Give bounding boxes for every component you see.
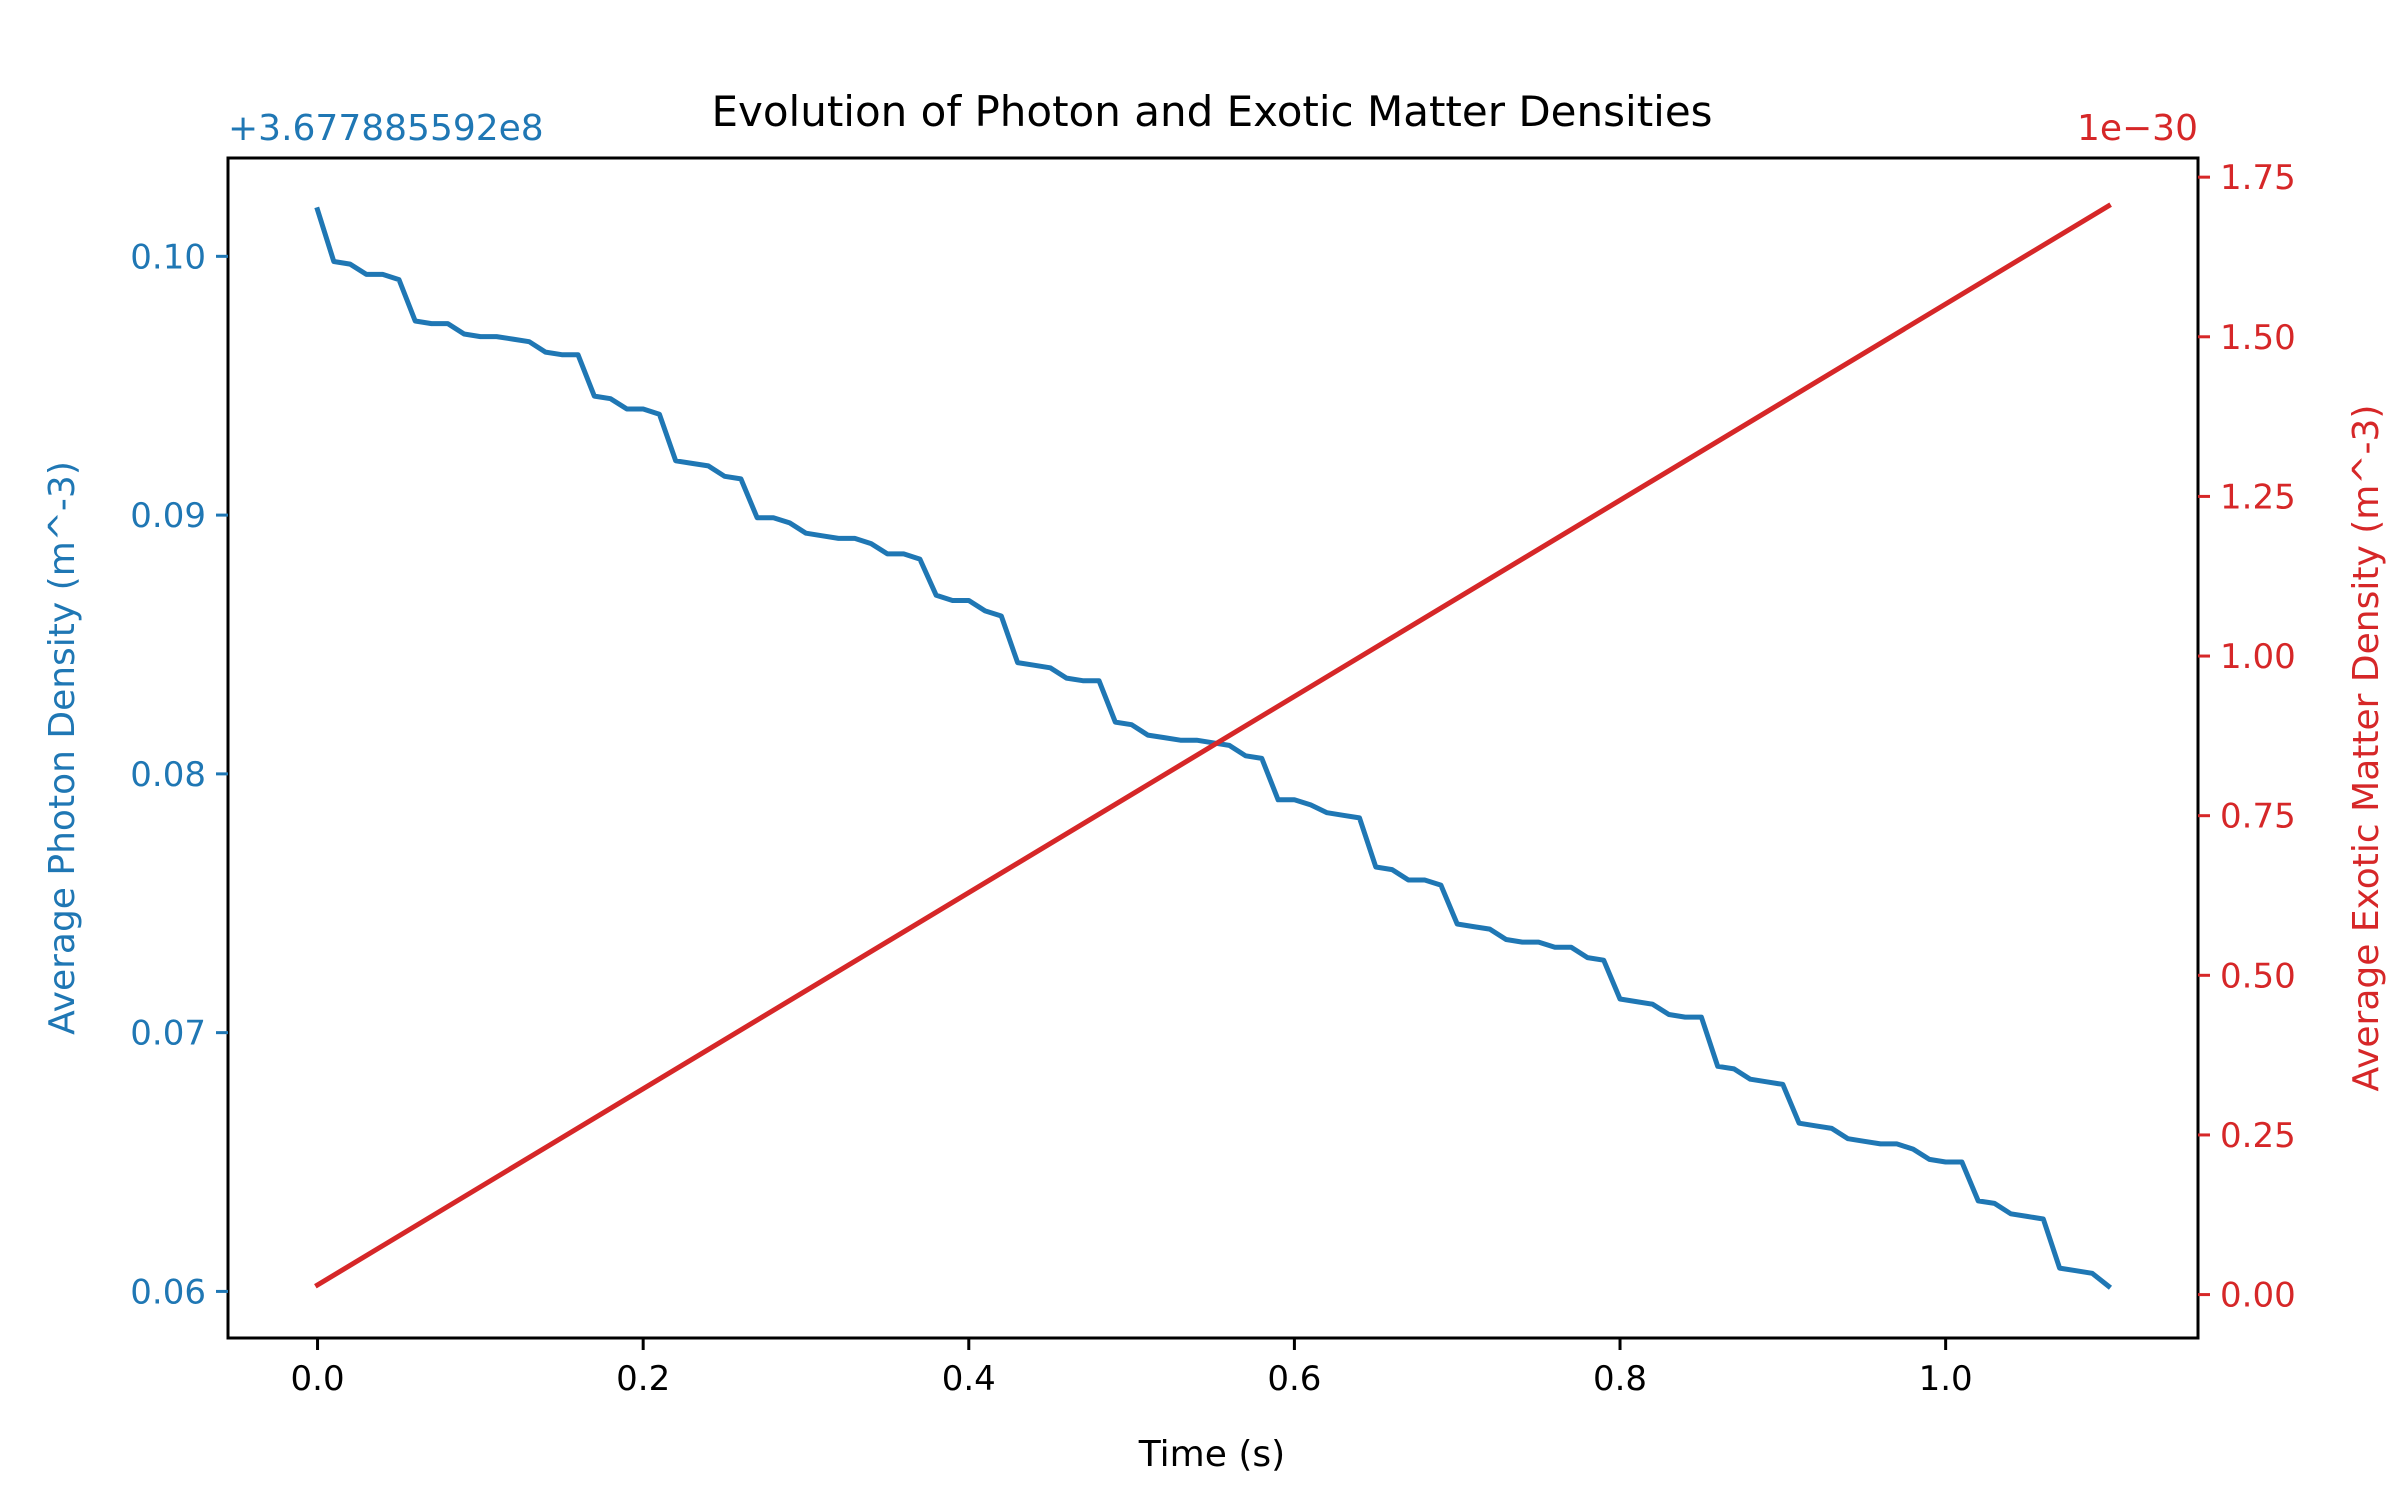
y-left-axis-label: Average Photon Density (m^-3) [42, 461, 83, 1035]
y-right-tick-label: 1.00 [2220, 637, 2296, 677]
y-right-axis-label: Average Exotic Matter Density (m^-3) [2346, 405, 2387, 1092]
x-tick-label: 0.6 [1267, 1359, 1321, 1399]
y-right-tick-label: 1.25 [2220, 477, 2296, 517]
x-tick-label: 0.2 [616, 1359, 670, 1399]
x-tick-label: 0.8 [1593, 1359, 1647, 1399]
y-right-tick-label: 0.00 [2220, 1276, 2296, 1316]
y-left-tick-label: 0.08 [130, 755, 206, 795]
y-left-tick-label: 0.07 [130, 1014, 206, 1054]
x-axis: 0.0 0.2 0.4 0.6 0.8 1.0 [291, 1338, 1973, 1399]
y-right-tick-label: 1.75 [2220, 158, 2296, 198]
y-right-scale-label: 1e−30 [2077, 108, 2198, 149]
series-layer [314, 202, 2113, 1290]
y-left-tick-label: 0.09 [130, 496, 206, 536]
y-axis-left: 0.06 0.07 0.08 0.09 0.10 [130, 237, 228, 1312]
plot-frame [226, 156, 2200, 1340]
series-exotic-density-line [314, 202, 2112, 1289]
y-right-tick-label: 1.50 [2220, 318, 2296, 358]
y-right-tick-label: 0.50 [2220, 956, 2296, 996]
x-axis-label: Time (s) [1138, 1434, 1285, 1475]
y-right-tick-label: 0.75 [2220, 797, 2296, 837]
y-left-tick-label: 0.06 [130, 1272, 206, 1312]
y-axis-right: 0.00 0.25 0.50 0.75 1.00 1.25 1.50 1.75 [2198, 158, 2296, 1316]
x-tick-label: 0.4 [942, 1359, 996, 1399]
y-right-tick-label: 0.25 [2220, 1116, 2296, 1156]
x-tick-label: 0.0 [291, 1359, 345, 1399]
y-left-offset-label: +3.677885592e8 [228, 108, 544, 149]
x-tick-label: 1.0 [1919, 1359, 1973, 1399]
y-left-tick-label: 0.10 [130, 237, 206, 277]
chart-title: Evolution of Photon and Exotic Matter De… [711, 87, 1712, 136]
